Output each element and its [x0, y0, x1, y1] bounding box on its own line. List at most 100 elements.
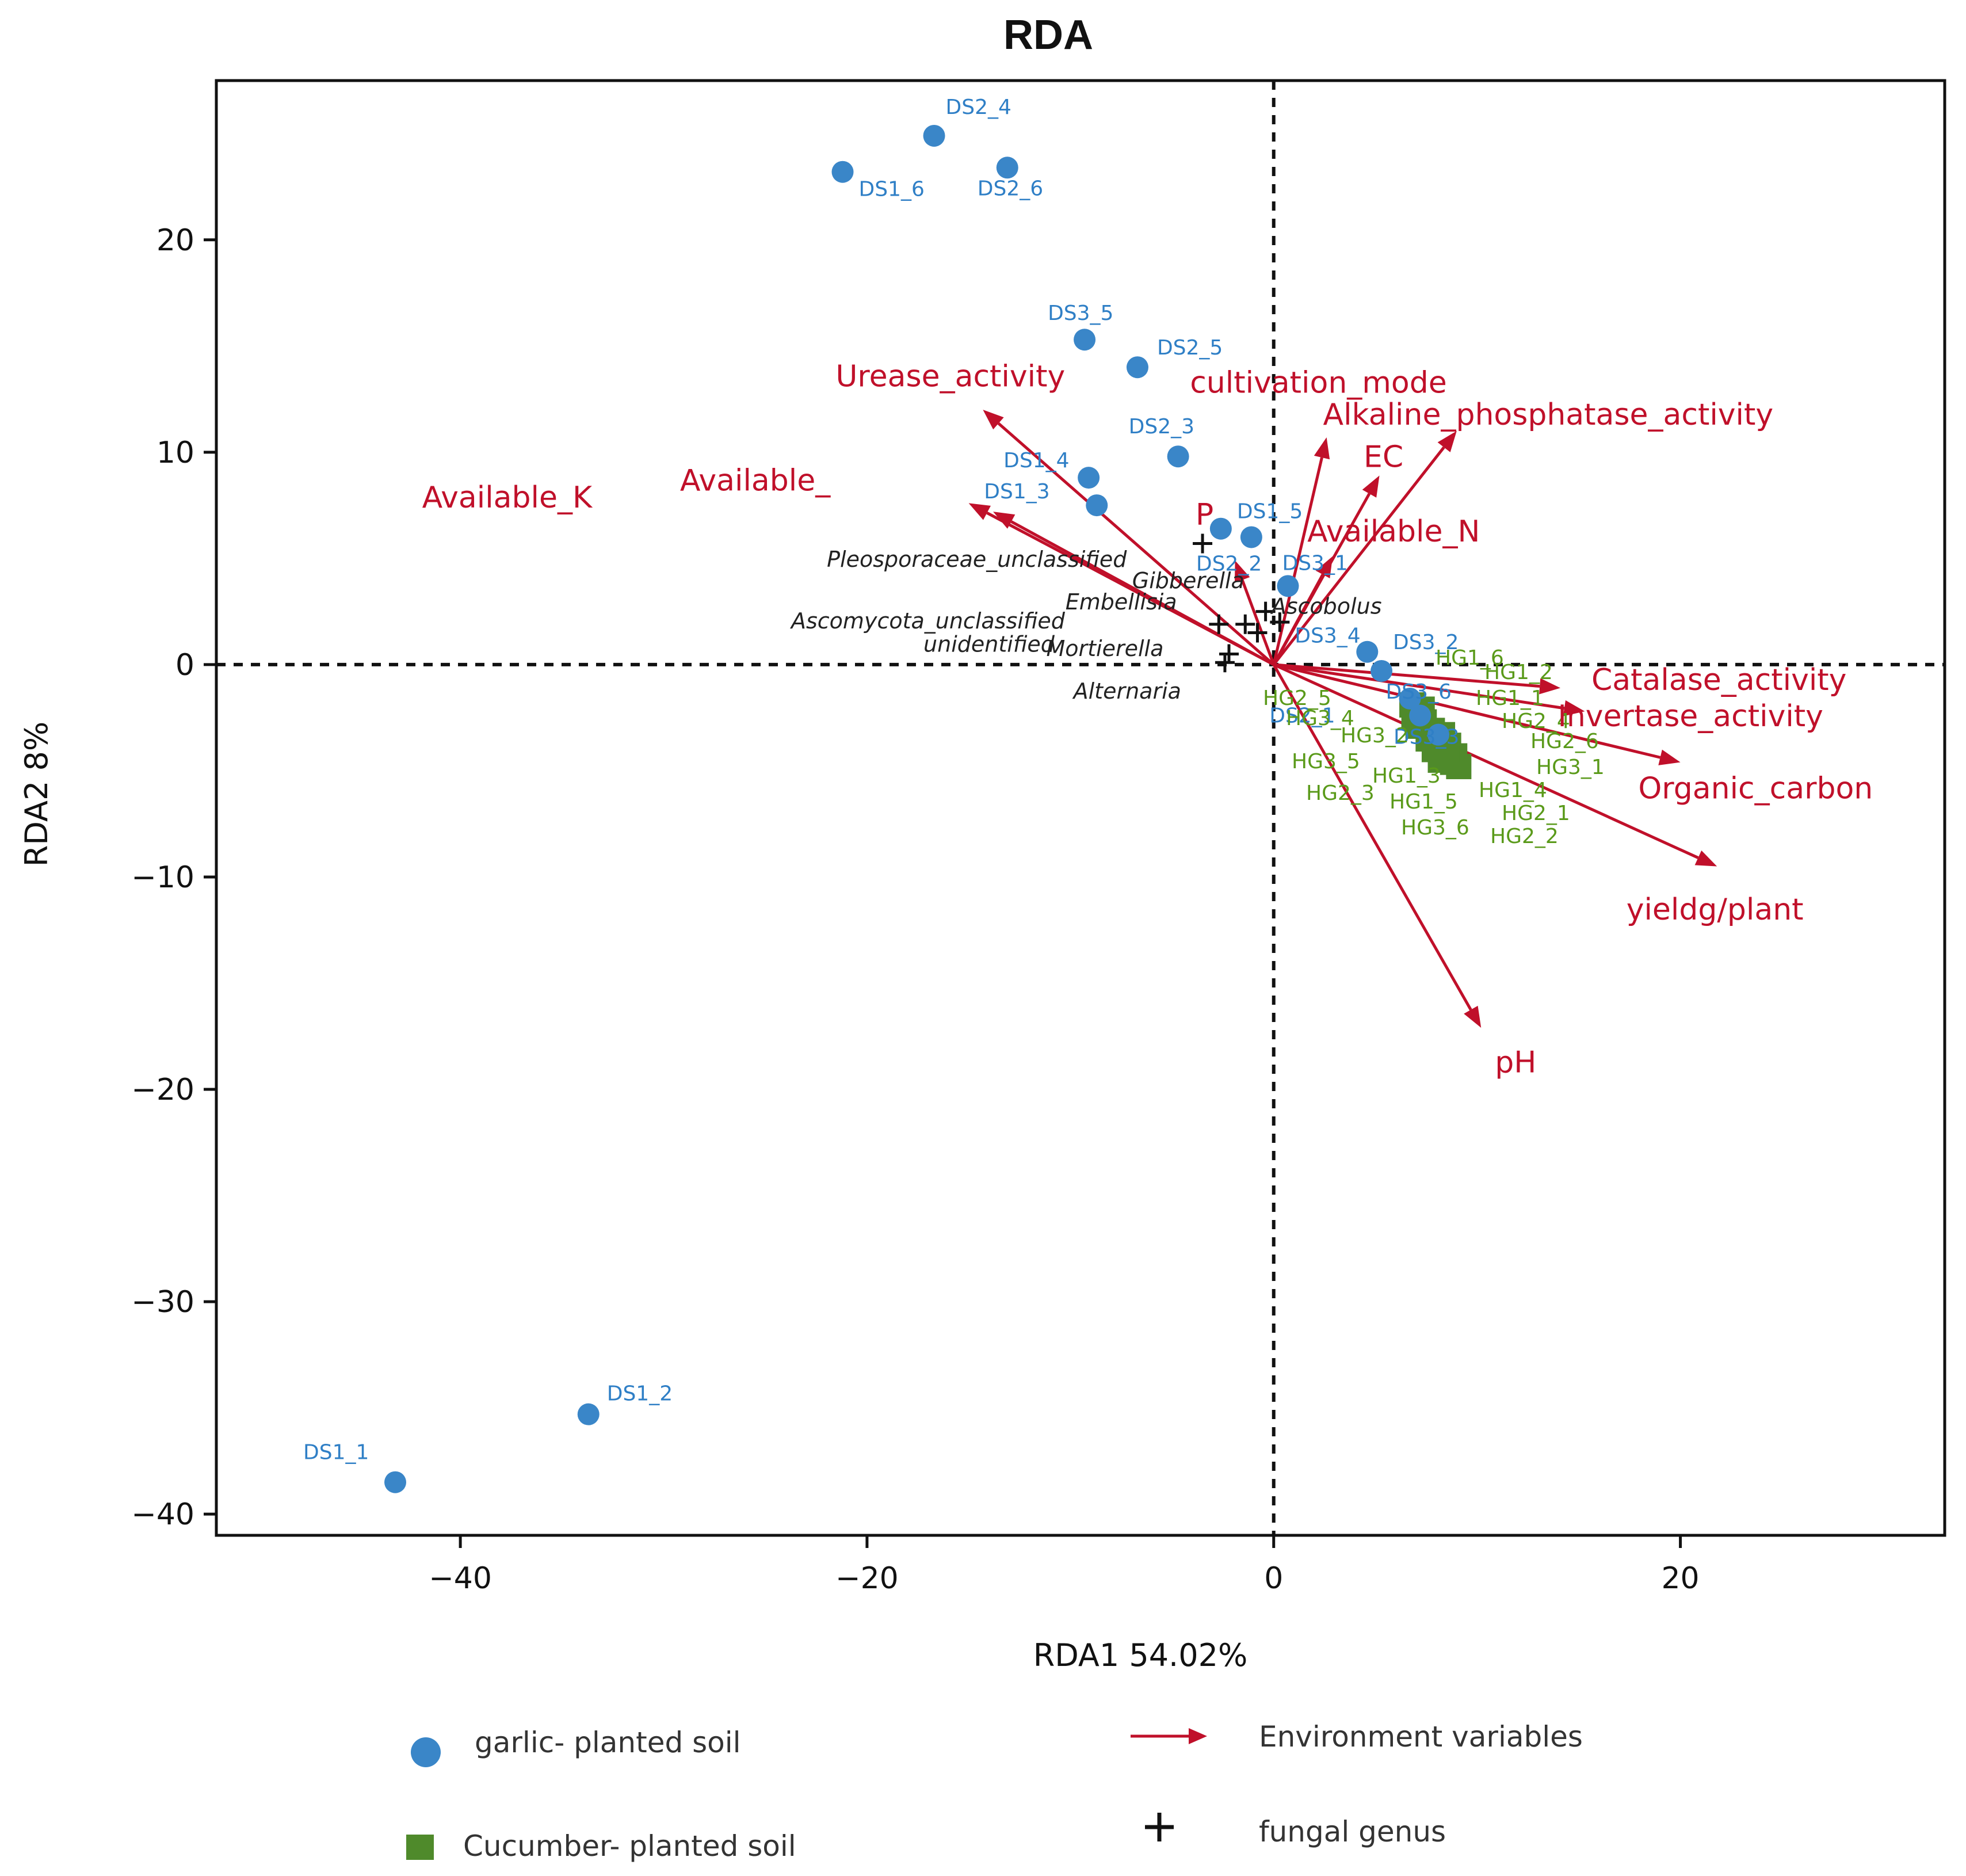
genus-label-embellisia: Embellisia — [1066, 589, 1177, 615]
axes: −40 −20 0 20 20 10 0 −10 −20 −30 −40 — [131, 79, 1946, 1596]
garlic-label-ds2-4: DS2_4 — [946, 96, 1011, 119]
garlic-point-ds1-3 — [1086, 494, 1108, 517]
garlic-point-ds2-3 — [1167, 445, 1189, 468]
plot-frame — [215, 79, 1946, 1537]
env-label-ph: pH — [1495, 1045, 1536, 1080]
garlic-point-ds1-1 — [384, 1471, 407, 1493]
env-label-yieldg-plant: yieldg/plant — [1627, 893, 1804, 927]
legend-genus-marker — [1145, 1813, 1174, 1841]
env-label-catalase-activity: Catalase_activity — [1591, 663, 1847, 697]
y-tick-label: 20 — [156, 223, 194, 258]
garlic-point-ds3-6 — [1399, 687, 1421, 710]
garlic-label-ds3-4: DS3_4 — [1295, 624, 1360, 648]
cucumber-label-hg1-2: HG1_2 — [1484, 661, 1553, 684]
garlic-label-ds1-1: DS1_1 — [303, 1441, 369, 1465]
genus-marker-ascomycota-unclassified — [1209, 614, 1229, 634]
garlic-label-ds2-3: DS2_3 — [1129, 415, 1194, 439]
y-tick-label: −30 — [131, 1285, 194, 1320]
garlic-label-ds1-3: DS1_3 — [984, 480, 1049, 504]
garlic-label-ds1-5: DS1_5 — [1237, 500, 1303, 524]
y-tick-label: 0 — [175, 648, 194, 682]
garlic-label-ds3-3: DS3_3 — [1394, 726, 1459, 749]
chart-title: RDA — [1003, 12, 1093, 58]
cucumber-label-hg3-6: HG3_6 — [1401, 816, 1469, 840]
zero-reference-lines — [216, 81, 1945, 1535]
legend: garlic- planted soil Cucumber- planted s… — [406, 1720, 1583, 1863]
garlic-label-ds2-1: DS2_1 — [1269, 704, 1335, 727]
garlic-point-ds2-5 — [1126, 356, 1148, 379]
garlic-label-ds3-2: DS3_2 — [1393, 631, 1459, 654]
garlic-point-ds2-1 — [1409, 704, 1431, 727]
env-arrow-ph — [1272, 664, 1472, 1011]
genus-marker-pleosporaceae-unclassified — [1193, 533, 1213, 554]
env-arrowhead-invertase-activity — [1563, 700, 1585, 716]
env-arrowhead-available-n — [1315, 556, 1333, 578]
x-axis-label: RDA1 54.02% — [1033, 1637, 1248, 1673]
env-label-urease-activity: Urease_activity — [835, 359, 1065, 394]
cucumber-label-hg2-4: HG2_4 — [1502, 710, 1570, 733]
cucumber-label-hg1-1: HG1_1 — [1476, 687, 1544, 710]
genus-marker-gibberella — [1255, 601, 1276, 621]
garlic-label-ds3-6: DS3_6 — [1386, 680, 1452, 704]
point-labels: DS2_4 DS1_6 DS2_6 DS3_5 DS2_5 DS2_3 DS1_4 DS1_3… — [303, 96, 1873, 1465]
cucumber-label-hg2-1: HG2_1 — [1502, 802, 1570, 825]
legend-genus-label: fungal genus — [1259, 1815, 1446, 1848]
genus-label-ascobolus: Ascobolus — [1270, 593, 1382, 619]
cucumber-label-hg3-2: HG3_2 — [1341, 724, 1409, 748]
garlic-label-ds1-6: DS1_6 — [859, 178, 925, 201]
genus-label-gibberella: Gibberella — [1132, 568, 1245, 593]
y-tick-label: 10 — [156, 436, 194, 470]
env-arrowhead-cultivation-mode — [1314, 437, 1330, 460]
garlic-label-ds3-5: DS3_5 — [1048, 302, 1113, 325]
env-arrow-cultivation-mode — [1272, 457, 1323, 665]
env-arrowhead-organic-carbon — [1658, 749, 1681, 765]
genus-label-mortierella: Mortierella — [1046, 636, 1163, 661]
garlic-point-ds1-6 — [831, 161, 854, 183]
garlic-point-ds3-4 — [1356, 640, 1379, 663]
cucumber-label-hg2-6: HG2_6 — [1530, 730, 1599, 753]
garlic-label-ds2-2: DS2_2 — [1196, 552, 1262, 575]
env-arrowhead-available — [968, 503, 991, 520]
garlic-label-ds2-5: DS2_5 — [1157, 336, 1223, 360]
env-label-available-n: Available_N — [1307, 514, 1480, 549]
x-tick-label: 0 — [1264, 1561, 1283, 1596]
cucumber-label-hg1-5: HG1_5 — [1389, 790, 1458, 814]
y-tick-label: −40 — [131, 1497, 194, 1532]
garlic-label-ds1-2: DS1_2 — [607, 1382, 673, 1406]
y-tick-label: −10 — [131, 860, 194, 895]
genus-label-unidentified: unidentified — [923, 632, 1055, 657]
garlic-point-ds3-1 — [1277, 575, 1299, 597]
env-arrowhead-catalase-activity — [1539, 678, 1561, 695]
garlic-point-ds1-5 — [1209, 517, 1232, 540]
env-arrow-available-n — [1272, 574, 1324, 666]
env-arrowhead-p — [1235, 560, 1250, 583]
legend-cucumber-marker — [406, 1835, 434, 1860]
env-arrow-alkaline-phosphatase-activity — [1272, 446, 1445, 666]
garlic-label-ds3-1: DS3_1 — [1282, 551, 1347, 575]
env-arrow-available — [986, 512, 1274, 666]
genus-marker-mortierella — [1219, 644, 1239, 664]
cucumber-label-hg1-3: HG1_3 — [1372, 764, 1441, 788]
env-arrowhead-alkaline-phosphatase-activity — [1437, 430, 1457, 452]
env-label-p: P — [1196, 497, 1213, 532]
cucumber-label-hg3-5: HG3_5 — [1292, 750, 1360, 773]
garlic-point-ds2-6 — [996, 157, 1018, 179]
garlic-point-ds1-4 — [1078, 467, 1100, 489]
genus-marker-unidentified — [1247, 623, 1268, 643]
garlic-label-ds1-4: DS1_4 — [1003, 449, 1069, 472]
cucumber-label-hg1-4: HG1_4 — [1479, 779, 1547, 802]
genus-marker-alternaria — [1215, 653, 1235, 673]
cucumber-label-hg2-2: HG2_2 — [1490, 825, 1559, 848]
legend-cucumber-label: Cucumber- planted soil — [463, 1829, 796, 1863]
env-arrow-organic-carbon — [1273, 663, 1661, 759]
env-label-invertase-activity: Invertase_activity — [1558, 699, 1823, 734]
y-tick-label: −20 — [131, 1073, 194, 1107]
cucumber-label-hg3-4: HG3_4 — [1286, 707, 1354, 730]
env-arrow-invertase-activity — [1273, 663, 1565, 710]
env-label-available: Available_ — [680, 463, 831, 498]
env-arrowhead-ec — [1362, 475, 1380, 498]
legend-env-arrowhead — [1189, 1728, 1207, 1744]
env-arrow-yieldg-plant — [1273, 663, 1699, 859]
x-tick-label: −40 — [429, 1561, 492, 1596]
